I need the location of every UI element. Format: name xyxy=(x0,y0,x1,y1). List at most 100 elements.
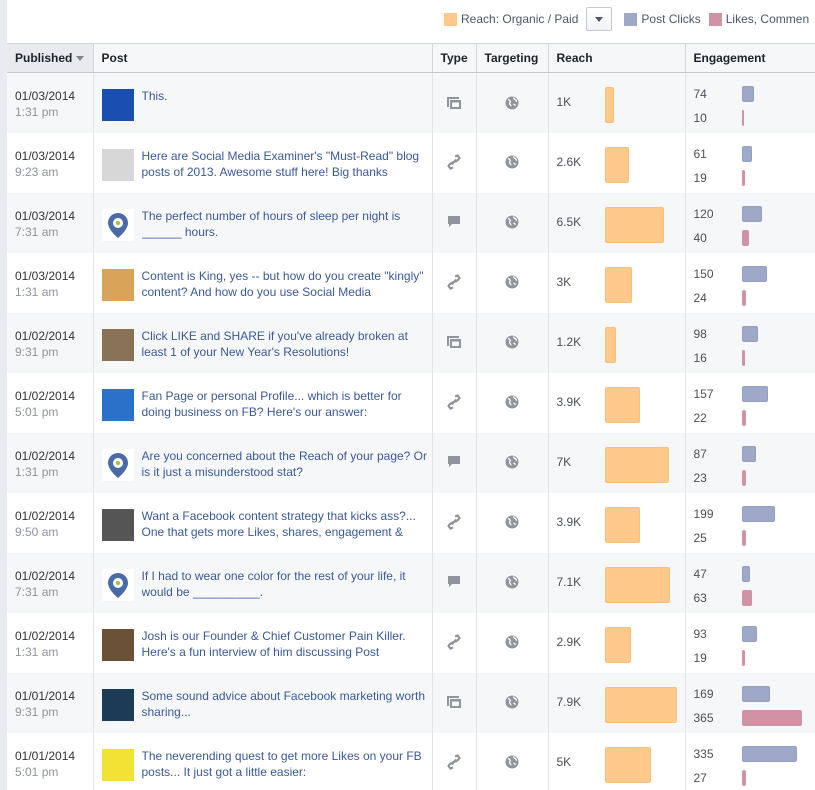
engagement-cell: 61 19 xyxy=(686,133,815,192)
post-link[interactable]: This. xyxy=(141,89,168,103)
post-clicks-bar[interactable] xyxy=(741,445,756,462)
table-row[interactable]: 01/03/2014 1:31 am Content is King, yes … xyxy=(7,252,815,313)
column-header-engagement[interactable]: Engagement xyxy=(685,43,815,73)
post-link[interactable]: Are you concerned about the Reach of you… xyxy=(141,448,428,479)
post-cell: This. xyxy=(94,73,432,121)
column-header-type[interactable]: Type xyxy=(432,43,477,73)
post-clicks-bar[interactable] xyxy=(741,86,754,102)
clicks-legend-label: Post Clicks xyxy=(641,12,701,26)
post-clicks-bar[interactable] xyxy=(741,745,797,762)
post-thumbnail[interactable] xyxy=(101,688,134,721)
post-link[interactable]: Some sound advice about Facebook marketi… xyxy=(141,688,426,719)
table-row[interactable]: 01/02/2014 1:31 pm Are you concerned abo… xyxy=(7,432,815,493)
likes-comments-shares-bar[interactable] xyxy=(741,529,746,546)
post-link[interactable]: Click LIKE and SHARE if you've already b… xyxy=(141,328,408,359)
post-thumbnail[interactable] xyxy=(101,448,134,481)
post-clicks-bar[interactable] xyxy=(741,505,775,522)
likes-comments-shares-bar[interactable] xyxy=(741,469,746,486)
likes-comments-shares-bar[interactable] xyxy=(741,409,746,426)
post-thumbnail[interactable] xyxy=(101,568,134,601)
table-header-row: Published Post Type Targeting Reach Enga… xyxy=(7,43,815,73)
post-clicks-bar[interactable] xyxy=(741,625,757,642)
post-clicks-bar[interactable] xyxy=(741,325,758,342)
reach-bar[interactable] xyxy=(604,386,640,423)
post-thumbnail[interactable] xyxy=(101,208,134,241)
published-cell: 01/02/2014 9:50 am xyxy=(7,493,93,540)
post-cell: Are you concerned about the Reach of you… xyxy=(94,433,432,481)
reach-bar[interactable] xyxy=(604,446,669,483)
reach-value: 6.5K xyxy=(556,214,582,229)
reach-cell: 5K xyxy=(549,733,685,790)
reach-bar[interactable] xyxy=(604,746,651,783)
table-row[interactable]: 01/02/2014 1:31 am Josh is our Founder &… xyxy=(7,612,815,673)
reach-bar[interactable] xyxy=(604,326,616,363)
post-clicks-bar[interactable] xyxy=(741,265,767,282)
column-header-reach[interactable]: Reach xyxy=(548,43,686,73)
post-link[interactable]: The perfect number of hours of sleep per… xyxy=(141,208,401,239)
post-thumbnail[interactable] xyxy=(101,628,134,661)
likes-comments-shares-bar[interactable] xyxy=(741,589,752,606)
table-row[interactable]: 01/02/2014 7:31 am If I had to wear one … xyxy=(7,552,815,613)
table-row[interactable]: 01/01/2014 9:31 pm Some sound advice abo… xyxy=(7,672,815,733)
post-clicks-bar[interactable] xyxy=(741,145,752,162)
published-cell: 01/02/2014 7:31 am xyxy=(7,553,93,600)
globe-icon xyxy=(505,695,519,709)
table-row[interactable]: 01/03/2014 7:31 am The perfect number of… xyxy=(7,192,815,253)
table-row[interactable]: 01/02/2014 9:31 pm Click LIKE and SHARE … xyxy=(7,312,815,373)
published-cell: 01/02/2014 5:01 pm xyxy=(7,373,93,420)
brand-logo-icon xyxy=(107,572,128,598)
post-link[interactable]: If I had to wear one color for the rest … xyxy=(141,568,406,599)
likes-comments-shares-bar[interactable] xyxy=(741,110,744,126)
post-thumbnail[interactable] xyxy=(101,748,134,781)
link-icon xyxy=(447,274,461,290)
reach-bar[interactable] xyxy=(604,266,632,303)
reach-bar[interactable] xyxy=(604,206,664,243)
post-thumbnail[interactable] xyxy=(101,388,134,421)
likes-comments-shares-bar[interactable] xyxy=(741,769,746,786)
reach-value: 7.1K xyxy=(556,574,582,589)
table-row[interactable]: 01/01/2014 5:01 pm The neverending quest… xyxy=(7,732,815,790)
reach-bar[interactable] xyxy=(604,626,631,663)
post-clicks-bar[interactable] xyxy=(741,385,768,402)
reach-bar[interactable] xyxy=(604,146,629,183)
post-clicks-value: 61 xyxy=(693,146,707,161)
post-link[interactable]: Fan Page or personal Profile... which is… xyxy=(141,388,402,419)
post-link[interactable]: Content is King, yes -- but how do you c… xyxy=(141,268,424,299)
likes-comments-shares-bar[interactable] xyxy=(741,709,802,726)
reach-cell: 1.2K xyxy=(549,313,685,372)
likes-comments-shares-bar[interactable] xyxy=(741,229,749,246)
publish-date: 01/02/2014 xyxy=(15,448,76,463)
reach-bar[interactable] xyxy=(604,87,614,123)
post-thumbnail[interactable] xyxy=(101,89,134,121)
post-clicks-bar[interactable] xyxy=(741,685,770,702)
post-link[interactable]: Josh is our Founder & Chief Customer Pai… xyxy=(141,628,406,659)
likes-comments-shares-bar[interactable] xyxy=(741,169,745,186)
table-row[interactable]: 01/02/2014 9:50 am Want a Facebook conte… xyxy=(7,492,815,553)
column-header-targeting[interactable]: Targeting xyxy=(476,43,549,73)
reach-bar[interactable] xyxy=(604,566,670,603)
post-thumbnail[interactable] xyxy=(101,268,134,301)
likes-comments-shares-bar[interactable] xyxy=(741,349,745,366)
post-clicks-bar[interactable] xyxy=(741,205,762,222)
post-thumbnail[interactable] xyxy=(101,148,134,181)
column-header-post[interactable]: Post xyxy=(93,43,433,73)
reach-bar[interactable] xyxy=(604,506,640,543)
table-row[interactable]: 01/03/2014 9:23 am Here are Social Media… xyxy=(7,132,815,193)
post-clicks-bar[interactable] xyxy=(741,565,750,582)
post-thumbnail[interactable] xyxy=(101,508,134,541)
post-type-link xyxy=(433,493,476,552)
post-link[interactable]: The neverending quest to get more Likes … xyxy=(141,748,422,779)
post-link[interactable]: Here are Social Media Examiner's "Must-R… xyxy=(141,148,420,179)
column-header-published[interactable]: Published xyxy=(7,43,94,73)
likes-comments-shares-bar[interactable] xyxy=(741,649,745,666)
reach-bar[interactable] xyxy=(604,686,677,723)
table-row[interactable]: 01/02/2014 5:01 pm Fan Page or personal … xyxy=(7,372,815,433)
post-thumbnail[interactable] xyxy=(101,328,134,361)
publish-time: 9:31 pm xyxy=(15,704,59,719)
table-row[interactable]: 01/03/2014 1:31 pm This. 1K 74 10 xyxy=(7,72,815,133)
likes-comments-shares-bar[interactable] xyxy=(741,289,746,306)
metric-dropdown-button[interactable] xyxy=(586,7,613,31)
post-type-photo xyxy=(433,73,476,132)
post-link[interactable]: Want a Facebook content strategy that ki… xyxy=(141,508,416,539)
chevron-down-icon xyxy=(595,16,604,22)
